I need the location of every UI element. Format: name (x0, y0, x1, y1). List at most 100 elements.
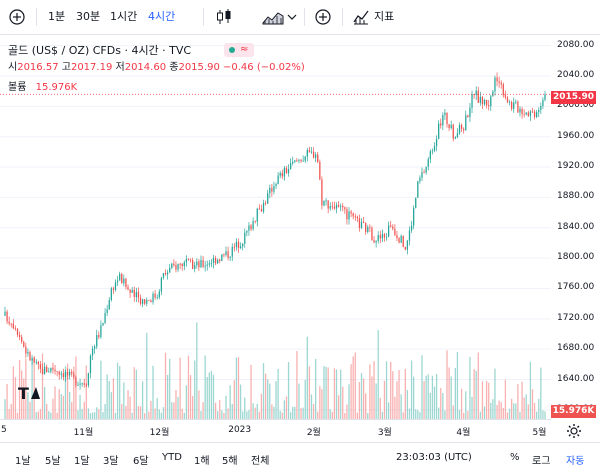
range-6m-button[interactable]: 6달 (133, 456, 149, 467)
volume-bar (448, 367, 450, 419)
volume-bar (191, 396, 194, 419)
legend-status-badge[interactable]: ≈ (224, 43, 254, 57)
volume-bar (58, 389, 60, 419)
add-symbol-button[interactable] (8, 8, 26, 26)
range-5y-button[interactable]: 5해 (222, 456, 238, 467)
candle-body (219, 259, 221, 261)
volume-bar (39, 409, 42, 419)
log-scale-toggle[interactable]: 로그 (532, 456, 551, 467)
volume-bar (231, 403, 233, 419)
candle-body (425, 166, 427, 173)
volume-bar (43, 386, 46, 419)
volume-bar (12, 366, 14, 419)
time-axis[interactable]: 5 11월 12월 2023 2월 3월 4월 5월 (0, 419, 551, 442)
price-chart[interactable]: T (0, 35, 551, 419)
candle-body (225, 251, 227, 255)
candle-body (171, 263, 173, 268)
candle-body (114, 282, 117, 290)
candle-body (446, 112, 448, 125)
volume-bar (294, 406, 296, 419)
percent-scale-toggle[interactable]: % (510, 452, 520, 463)
time-tick-label: 5 (1, 425, 7, 435)
candle-body (244, 232, 246, 244)
volume-bar (269, 383, 271, 419)
candle-body (60, 373, 62, 375)
candle-body (471, 93, 473, 108)
interval-1h-button[interactable]: 1시간 (110, 10, 138, 23)
range-ytd-button[interactable]: YTD (162, 452, 182, 463)
candle-body (12, 323, 14, 329)
candle-body (387, 225, 390, 237)
candle-body (144, 299, 146, 304)
candle-body (262, 202, 265, 212)
chart-type-dropdown[interactable] (286, 8, 298, 26)
volume-bar (33, 356, 35, 419)
candle-body (214, 257, 217, 264)
volume-bar (277, 368, 279, 419)
volume-bar (431, 375, 434, 419)
candle-body (383, 234, 386, 238)
range-1m-button[interactable]: 1달 (74, 456, 90, 467)
range-1y-button[interactable]: 1해 (194, 456, 210, 467)
volume-bar (35, 412, 37, 419)
candle-body (358, 218, 361, 228)
auto-scale-toggle[interactable]: 자동 (566, 456, 585, 467)
candle-body (202, 260, 204, 267)
volume-bar (536, 411, 538, 419)
range-1d-button[interactable]: 1날 (15, 456, 31, 467)
volume-bar (473, 369, 475, 419)
candle-body (135, 291, 137, 297)
candle-body (402, 235, 404, 247)
candle-body (373, 240, 375, 243)
volume-bar (256, 403, 258, 419)
bottom-toolbar: 1날 5날 1달 3달 6달 YTD 1해 5해 전체 23:03:03 (UT… (0, 442, 600, 473)
volume-bar (485, 380, 488, 419)
candle-body (452, 124, 454, 139)
price-tick-label: 1720.00 (557, 312, 595, 323)
candle-body (431, 150, 434, 152)
chart-type-candles-button[interactable] (214, 8, 234, 26)
candle-body (529, 111, 532, 116)
range-3m-button[interactable]: 3달 (103, 456, 119, 467)
candle-body (208, 263, 210, 265)
volume-bar (450, 376, 452, 419)
volume-bar (185, 385, 188, 419)
candle-body (264, 202, 267, 204)
candle-body (125, 278, 127, 288)
compare-symbol-button[interactable] (314, 8, 332, 26)
candle-body (87, 373, 90, 386)
candle-body (68, 371, 71, 376)
top-toolbar: 1분 30분 1시간 4시간 (0, 0, 600, 35)
volume-bar (154, 408, 156, 419)
candle-body (385, 236, 388, 238)
volume-bar (260, 393, 263, 419)
volume-bar (98, 409, 100, 419)
candle-body (494, 77, 496, 92)
approx-icon: ≈ (240, 44, 249, 55)
candle-body (119, 273, 121, 281)
interval-4h-button[interactable]: 4시간 (148, 10, 176, 23)
candle-body (129, 289, 131, 293)
interval-1m-button[interactable]: 1분 (48, 10, 66, 23)
volume-bar (492, 399, 494, 419)
interval-30m-button[interactable]: 30분 (76, 10, 101, 23)
volume-bar (346, 404, 348, 419)
candle-body (104, 312, 106, 323)
volume-bar (46, 403, 48, 419)
price-tick-label: 1760.00 (557, 282, 595, 293)
range-5d-button[interactable]: 5날 (45, 456, 61, 467)
volume-bar (175, 389, 177, 419)
chart-type-area-button[interactable] (262, 8, 284, 26)
candle-body (502, 84, 504, 96)
candle-body (352, 213, 354, 217)
candle-body (260, 208, 263, 212)
volume-bar (544, 411, 546, 419)
candle-body (43, 366, 46, 375)
volume-bar (379, 398, 381, 419)
candle-body (277, 175, 279, 184)
indicators-button[interactable]: 지표 (352, 8, 402, 26)
settings-gear-button[interactable] (566, 423, 582, 439)
clock-time[interactable]: 23:03:03 (UTC) (396, 452, 472, 463)
candle-body (354, 216, 356, 218)
range-all-button[interactable]: 전체 (251, 456, 270, 467)
